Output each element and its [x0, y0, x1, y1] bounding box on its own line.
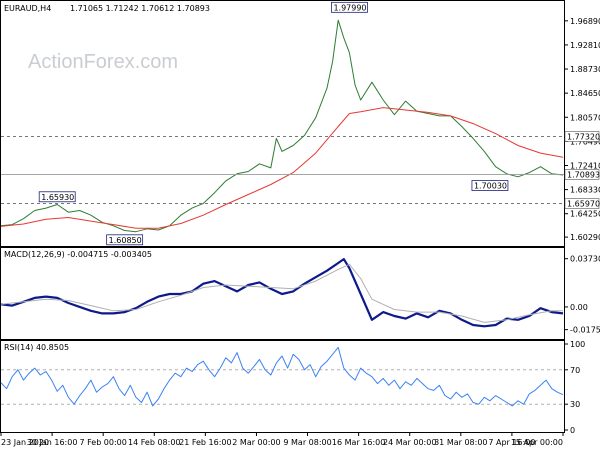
- x-tick-label: 15 Apr 00:00: [511, 438, 563, 447]
- macd-line: [0, 258, 564, 328]
- price-annotation-label: 1.97990: [333, 3, 366, 12]
- price-annotation-label: 1.70030: [474, 182, 507, 191]
- x-tick-label: 24 Mar 00:00: [383, 438, 436, 447]
- y-tick-label: -0.017577: [570, 326, 600, 335]
- rsi-panel-border: [0, 340, 565, 433]
- y-tick-label: 1.76490: [570, 137, 600, 146]
- y-tick-label: 1.60290: [570, 233, 600, 242]
- x-tick-label: 21 Feb 16:00: [179, 438, 231, 447]
- x-tick-label: 7 Feb 00:00: [79, 438, 126, 447]
- price-annotation-box: [106, 234, 144, 246]
- price-panel: 1.96890 1.92810 1.88730 1.84650 1.80570 1.764…: [0, 1, 600, 246]
- y-tick-label: 70: [570, 366, 580, 375]
- chart-frame: [0, 0, 565, 433]
- rsi-panel: RSI(14) 40.8505 100 70 30 0: [0, 340, 585, 435]
- y-tick-label: 1.72410: [570, 161, 600, 170]
- x-tick-label: 30 Jan 16:00: [27, 438, 78, 447]
- price-annotation-label: 1.65930: [41, 193, 74, 202]
- y-tick-label: 100: [570, 340, 585, 349]
- rsi-line: [0, 346, 564, 407]
- x-tick-label: 16 Mar 16:00: [332, 438, 385, 447]
- signal-line: [0, 263, 563, 323]
- level-label: 1.77320: [567, 132, 600, 141]
- x-tick-label: 31 Mar 08:00: [434, 438, 487, 447]
- price-header: EURAUD,H4: [4, 4, 51, 13]
- current-price-tag: [564, 169, 600, 180]
- y-tick-label: 1.68330: [570, 186, 600, 195]
- x-tick-label: 7 Apr 16:00: [488, 438, 535, 447]
- price-annotation-box: [331, 1, 368, 13]
- price-annotation-label: 1.60850: [109, 236, 142, 245]
- x-tick-label: 23 Jan 2020: [1, 438, 49, 447]
- watermark: ActionForex.com: [28, 51, 178, 73]
- y-tick-label: 1.92810: [570, 41, 600, 50]
- y-tick-label: 1.80570: [570, 113, 600, 122]
- level-tag: [564, 198, 600, 209]
- y-tick-label: 1.64250: [570, 210, 600, 219]
- price-header-ohlc: 1.71065 1.71242 1.70612 1.70893: [70, 4, 210, 13]
- price-panel-border: [0, 0, 565, 247]
- rsi-title: RSI(14) 40.8505: [4, 343, 69, 352]
- moving-average-line: [0, 107, 564, 229]
- y-tick-label: 1.96890: [570, 17, 600, 26]
- price-line: [0, 19, 564, 233]
- x-tick-label: 2 Mar 00:00: [232, 438, 280, 447]
- x-tick-label: 14 Feb 08:00: [128, 438, 180, 447]
- level-tag: [564, 131, 600, 142]
- y-tick-label: 0.00: [570, 303, 588, 312]
- macd-panel: MACD(12,26,9) -0.004715 -0.003405 0.0373…: [0, 250, 600, 335]
- y-tick-label: 1.84650: [570, 89, 600, 98]
- x-tick-label: 9 Mar 08:00: [283, 438, 331, 447]
- price-annotation-box: [38, 191, 76, 203]
- price-annotation-box: [471, 180, 509, 191]
- macd-title: MACD(12,26,9) -0.004715 -0.003405: [4, 250, 152, 259]
- y-tick-label: 0.037301: [570, 255, 600, 264]
- y-tick-label: 0: [570, 426, 575, 435]
- y-tick-label: 30: [570, 400, 580, 409]
- y-tick-label: 1.88730: [570, 65, 600, 74]
- current-price-label: 1.70893: [567, 170, 600, 179]
- level-label: 1.65970: [567, 200, 600, 209]
